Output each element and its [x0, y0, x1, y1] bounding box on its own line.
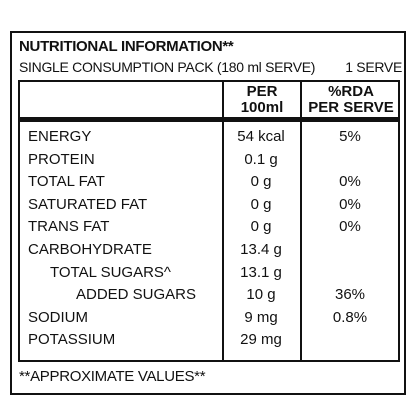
table-row: SODIUM 9 mg 0.8% [18, 307, 400, 329]
label-title: NUTRITIONAL INFORMATION** [19, 38, 234, 55]
table-row: TOTAL SUGARS^ 13.1 g [18, 262, 400, 284]
column-divider [222, 80, 224, 362]
serve-size: 1 SERVE [345, 59, 402, 75]
nutrient-name: CARBOHYDRATE [28, 241, 152, 258]
nutrient-name: POTASSIUM [28, 331, 116, 349]
table-row: TOTAL FAT 0 g 0% [18, 171, 400, 193]
header-divider [18, 117, 400, 122]
column-header: %RDA PER SERVE [308, 83, 394, 116]
table-row: ADDED SUGARS 10 g 36% [18, 284, 400, 306]
column-header: PER 100ml [240, 83, 284, 116]
nutrient-name: TOTAL FAT [28, 173, 105, 191]
nutrient-name: PROTEIN [28, 150, 95, 168]
per-100ml-value: 9 mg [244, 308, 278, 326]
outer-border [10, 31, 406, 395]
per-100ml-value: 10 g [246, 286, 276, 304]
rda-value: 36% [334, 286, 366, 304]
rda-value: 0% [339, 173, 361, 191]
per-100ml-value: 13.4 g [240, 241, 282, 258]
table-row: CARBOHYDRATE 13.4 g [18, 239, 400, 261]
footnote: **APPROXIMATE VALUES** [19, 368, 206, 385]
label-subtitle: SINGLE CONSUMPTION PACK (180 ml SERVE) [19, 59, 316, 75]
table-row: TRANS FAT 0 g 0% [18, 216, 400, 238]
nutrient-name: ENERGY [28, 128, 92, 145]
per-100ml-value: 13.1 g [240, 263, 282, 281]
rda-value: 0% [339, 218, 361, 236]
rda-value: 0.8% [332, 308, 368, 326]
nutrient-name: ADDED SUGARS [76, 286, 197, 304]
table-row: SATURATED FAT 0 g 0% [18, 194, 400, 216]
column-divider [300, 80, 302, 362]
nutrient-name: TOTAL SUGARS^ [50, 263, 171, 281]
nutrient-name: TRANS FAT [28, 218, 110, 236]
table-border [18, 80, 400, 362]
rda-value: 5% [339, 128, 361, 145]
table-row: PROTEIN 0.1 g [18, 149, 400, 171]
per-100ml-value: 0 g [250, 195, 272, 213]
nutrient-name: SODIUM [28, 308, 88, 326]
per-100ml-value: 0 g [250, 173, 272, 191]
per-100ml-value: 54 kcal [237, 128, 285, 145]
per-100ml-value: 29 mg [240, 331, 282, 349]
nutrient-name: SATURATED FAT [28, 195, 148, 213]
per-100ml-value: 0 g [250, 218, 272, 236]
table-row: POTASSIUM 29 mg [18, 329, 400, 351]
per-100ml-value: 0.1 g [244, 150, 278, 168]
rda-value: 0% [339, 195, 361, 213]
table-row: ENERGY 54 kcal 5% [18, 126, 400, 148]
